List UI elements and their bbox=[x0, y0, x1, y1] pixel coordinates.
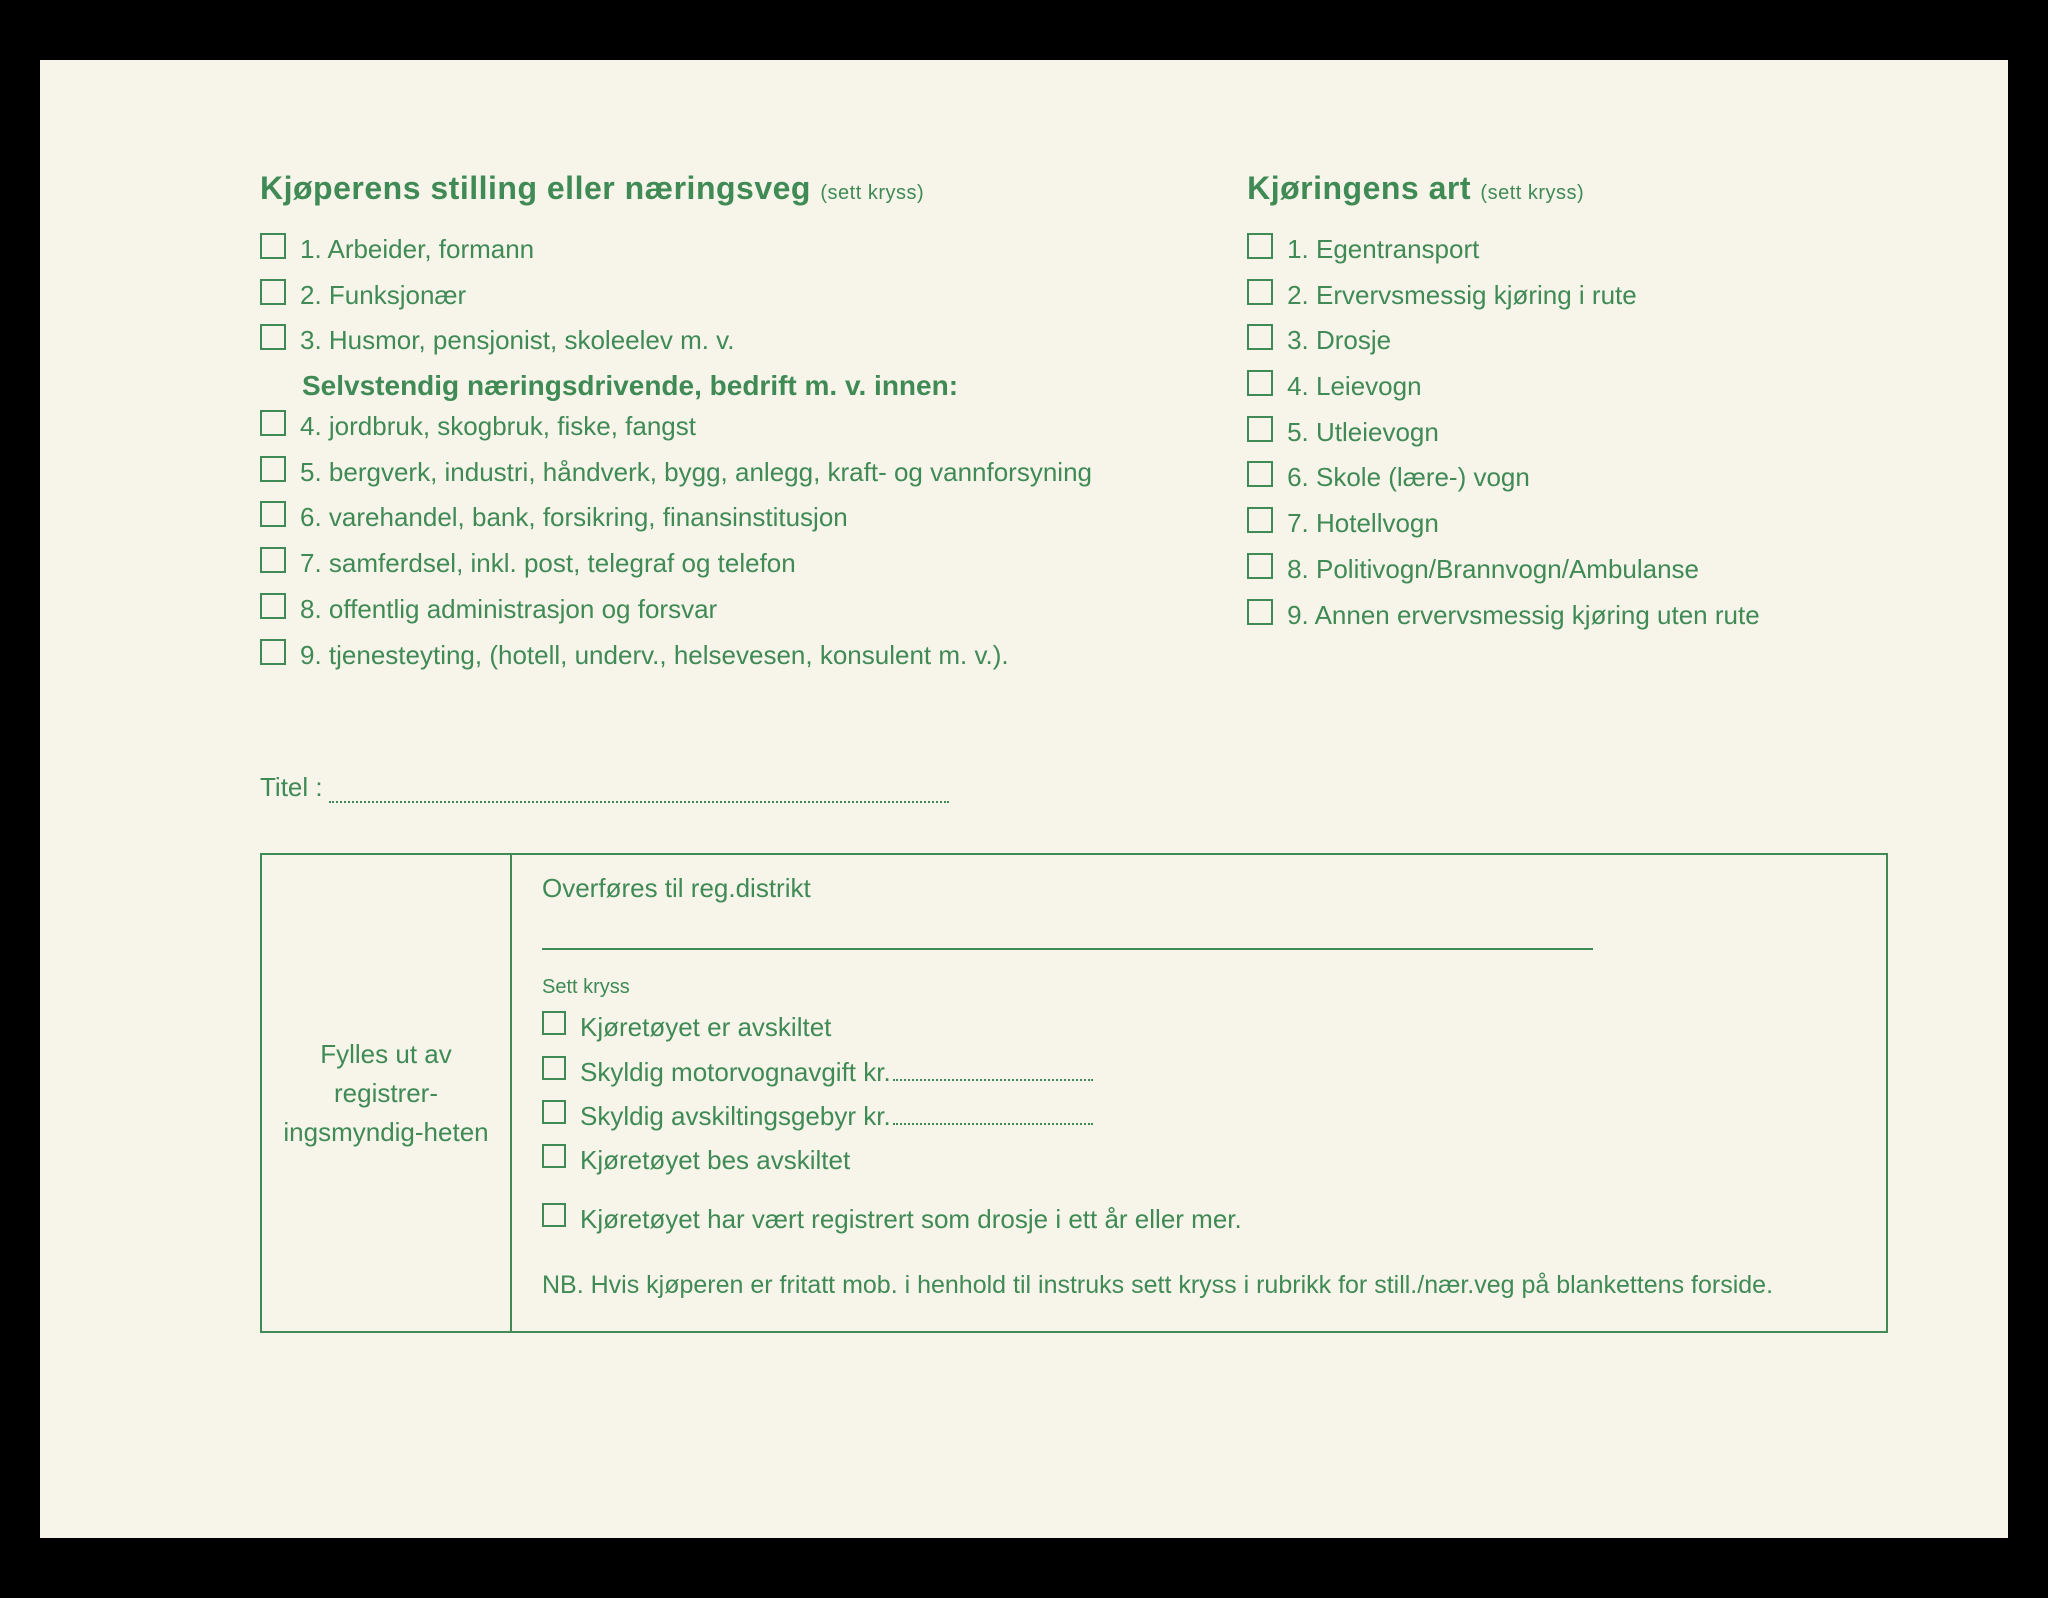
titel-label: Titel : bbox=[260, 772, 323, 803]
bb-option-2: Skyldig motorvognavgift kr. bbox=[542, 1054, 1856, 1090]
checkbox-icon[interactable] bbox=[260, 324, 286, 350]
checkbox-icon[interactable] bbox=[260, 456, 286, 482]
right-hint: (sett kryss) bbox=[1480, 182, 1584, 204]
checkbox-icon[interactable] bbox=[542, 1100, 566, 1124]
right-option-9: 9. Annen ervervsmessig kjøring uten rute bbox=[1247, 597, 1888, 635]
right-option-8: 8. Politivogn/Brannvogn/Ambulanse bbox=[1247, 551, 1888, 589]
option-label: 1. Arbeider, formann bbox=[300, 231, 534, 269]
checkbox-icon[interactable] bbox=[260, 593, 286, 619]
option-label: 8. offentlig administrasjon og forsvar bbox=[300, 591, 717, 629]
opt2-prefix: Skyldig motorvognavgift kr. bbox=[580, 1057, 891, 1087]
checkbox-icon[interactable] bbox=[542, 1011, 566, 1035]
left-subheading: Selvstendig næringsdrivende, bedrift m. … bbox=[302, 370, 1127, 402]
right-option-6: 6. Skole (lære-) vogn bbox=[1247, 459, 1888, 497]
option-label: 5. Utleievogn bbox=[1287, 414, 1439, 452]
checkbox-icon[interactable] bbox=[260, 639, 286, 665]
titel-input-line[interactable] bbox=[329, 781, 949, 803]
right-option-7: 7. Hotellvogn bbox=[1247, 505, 1888, 543]
option-label: Kjøretøyet bes avskiltet bbox=[580, 1142, 850, 1178]
option-label: 6. varehandel, bank, forsikring, finansi… bbox=[300, 499, 848, 537]
option-label: 3. Husmor, pensjonist, skoleelev m. v. bbox=[300, 322, 734, 360]
amount-input-line[interactable] bbox=[893, 1109, 1093, 1125]
checkbox-icon[interactable] bbox=[1247, 461, 1273, 487]
nb-note: NB. Hvis kjøperen er fritatt mob. i henh… bbox=[542, 1267, 1856, 1305]
authority-box-left: Fylles ut av registrer-ingsmyndig-heten bbox=[262, 855, 512, 1331]
bb-option-4: Kjøretøyet bes avskiltet bbox=[542, 1142, 1856, 1178]
left-option-7: 7. samferdsel, inkl. post, telegraf og t… bbox=[260, 545, 1127, 583]
left-title: Kjøperens stilling eller næringsveg bbox=[260, 170, 811, 206]
option-label: Kjøretøyet er avskiltet bbox=[580, 1009, 831, 1045]
form-page: Kjøperens stilling eller næringsveg (set… bbox=[40, 60, 2008, 1538]
right-heading: Kjøringens art (sett kryss) bbox=[1247, 170, 1888, 207]
option-label: 7. Hotellvogn bbox=[1287, 505, 1439, 543]
option-label: 6. Skole (lære-) vogn bbox=[1287, 459, 1530, 497]
option-label: 3. Drosje bbox=[1287, 322, 1391, 360]
bb-option-1: Kjøretøyet er avskiltet bbox=[542, 1009, 1856, 1045]
left-option-5: 5. bergverk, industri, håndverk, bygg, a… bbox=[260, 454, 1127, 492]
checkbox-icon[interactable] bbox=[260, 233, 286, 259]
checkbox-icon[interactable] bbox=[260, 279, 286, 305]
option-label: 8. Politivogn/Brannvogn/Ambulanse bbox=[1287, 551, 1699, 589]
option-label: 1. Egentransport bbox=[1287, 231, 1479, 269]
left-column: Kjøperens stilling eller næringsveg (set… bbox=[260, 170, 1127, 682]
checkbox-icon[interactable] bbox=[1247, 370, 1273, 396]
left-option-6: 6. varehandel, bank, forsikring, finansi… bbox=[260, 499, 1127, 537]
checkbox-icon[interactable] bbox=[1247, 416, 1273, 442]
authority-box: Fylles ut av registrer-ingsmyndig-heten … bbox=[260, 853, 1888, 1333]
option-label: Skyldig avskiltingsgebyr kr. bbox=[580, 1098, 1093, 1134]
option-label: 2. Ervervsmessig kjøring i rute bbox=[1287, 277, 1637, 315]
checkbox-icon[interactable] bbox=[1247, 599, 1273, 625]
checkbox-icon[interactable] bbox=[1247, 233, 1273, 259]
right-option-5: 5. Utleievogn bbox=[1247, 414, 1888, 452]
option-label: 4. Leievogn bbox=[1287, 368, 1421, 406]
amount-input-line[interactable] bbox=[893, 1065, 1093, 1081]
sett-kryss-label: Sett kryss bbox=[542, 976, 1856, 999]
option-label: 9. tjenesteyting, (hotell, underv., hels… bbox=[300, 637, 1009, 675]
checkbox-icon[interactable] bbox=[542, 1144, 566, 1168]
opt3-prefix: Skyldig avskiltingsgebyr kr. bbox=[580, 1101, 891, 1131]
left-option-8: 8. offentlig administrasjon og forsvar bbox=[260, 591, 1127, 629]
option-label: 7. samferdsel, inkl. post, telegraf og t… bbox=[300, 545, 796, 583]
option-label: 2. Funksjonær bbox=[300, 277, 466, 315]
left-option-4: 4. jordbruk, skogbruk, fiske, fangst bbox=[260, 408, 1127, 446]
checkbox-icon[interactable] bbox=[1247, 507, 1273, 533]
left-option-9: 9. tjenesteyting, (hotell, underv., hels… bbox=[260, 637, 1127, 675]
divider-line bbox=[542, 948, 1593, 950]
option-label: 5. bergverk, industri, håndverk, bygg, a… bbox=[300, 454, 1092, 492]
left-option-3: 3. Husmor, pensjonist, skoleelev m. v. bbox=[260, 322, 1127, 360]
checkbox-icon[interactable] bbox=[260, 410, 286, 436]
left-option-1: 1. Arbeider, formann bbox=[260, 231, 1127, 269]
authority-box-right: Overføres til reg.distrikt Sett kryss Kj… bbox=[512, 855, 1886, 1331]
right-option-3: 3. Drosje bbox=[1247, 322, 1888, 360]
option-label: Skyldig motorvognavgift kr. bbox=[580, 1054, 1093, 1090]
authority-left-label: Fylles ut av registrer-ingsmyndig-heten bbox=[282, 1035, 490, 1152]
checkbox-icon[interactable] bbox=[260, 501, 286, 527]
checkbox-icon[interactable] bbox=[260, 547, 286, 573]
overfores-label: Overføres til reg.distrikt bbox=[542, 873, 1856, 904]
bb-option-5: Kjøretøyet har vært registrert som drosj… bbox=[542, 1201, 1856, 1237]
left-heading: Kjøperens stilling eller næringsveg (set… bbox=[260, 170, 1127, 207]
option-label: 9. Annen ervervsmessig kjøring uten rute bbox=[1287, 597, 1760, 635]
right-option-2: 2. Ervervsmessig kjøring i rute bbox=[1247, 277, 1888, 315]
right-option-1: 1. Egentransport bbox=[1247, 231, 1888, 269]
option-label: Kjøretøyet har vært registrert som drosj… bbox=[580, 1201, 1242, 1237]
right-option-4: 4. Leievogn bbox=[1247, 368, 1888, 406]
two-column-layout: Kjøperens stilling eller næringsveg (set… bbox=[260, 170, 1888, 682]
option-label: 4. jordbruk, skogbruk, fiske, fangst bbox=[300, 408, 696, 446]
checkbox-icon[interactable] bbox=[1247, 324, 1273, 350]
right-title: Kjøringens art bbox=[1247, 170, 1471, 206]
checkbox-icon[interactable] bbox=[542, 1056, 566, 1080]
checkbox-icon[interactable] bbox=[542, 1203, 566, 1227]
left-hint: (sett kryss) bbox=[820, 182, 924, 204]
titel-row: Titel : bbox=[260, 772, 1888, 803]
checkbox-icon[interactable] bbox=[1247, 279, 1273, 305]
left-option-2: 2. Funksjonær bbox=[260, 277, 1127, 315]
right-column: Kjøringens art (sett kryss) 1. Egentrans… bbox=[1207, 170, 1888, 682]
checkbox-icon[interactable] bbox=[1247, 553, 1273, 579]
bb-option-3: Skyldig avskiltingsgebyr kr. bbox=[542, 1098, 1856, 1134]
